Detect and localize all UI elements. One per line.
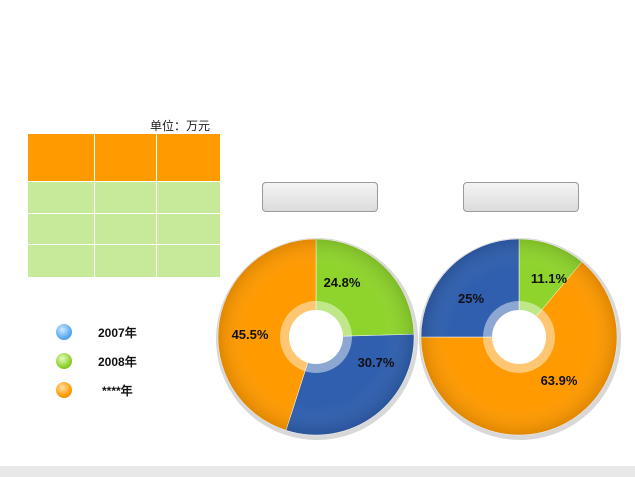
table-header-cell (95, 134, 157, 182)
legend-dot-orange (56, 382, 72, 398)
legend-item-other-year: ****年 (56, 380, 196, 400)
table-cell (95, 214, 157, 245)
pie-chart-right-svg: 11.1% 63.9% 25% (419, 238, 621, 440)
legend-label: 2007年 (98, 326, 137, 340)
pie-chart-right: 11.1% 63.9% 25% (415, 233, 623, 446)
table-cell (95, 245, 157, 278)
pie-data-label: 24.8% (324, 275, 361, 290)
unit-label: 单位：万元 (150, 119, 211, 133)
pie-data-label: 11.1% (531, 271, 568, 286)
pie-hole (289, 310, 343, 364)
chart-title-box-left (262, 182, 378, 212)
table-cell (95, 182, 157, 214)
pie-data-label: 45.5% (232, 327, 269, 342)
footer-bar (0, 466, 635, 477)
table-header-cell (157, 134, 221, 182)
legend-item-2007: 2007年 (56, 322, 196, 342)
pie-chart-left-svg: 24.8% 30.7% 45.5% (216, 238, 418, 440)
pie-chart-left: 24.8% 30.7% 45.5% (212, 233, 420, 446)
table-cell (157, 245, 221, 278)
table-cell (157, 214, 221, 245)
legend-label: ****年 (102, 384, 133, 398)
table-cell (28, 245, 95, 278)
table-cell (28, 182, 95, 214)
legend-item-2008: 2008年 (56, 351, 196, 371)
table-cell (157, 182, 221, 214)
table-header-cell (28, 134, 95, 182)
chart-title-box-right (463, 182, 579, 212)
legend-dot-green (56, 353, 72, 369)
pie-data-label: 25% (458, 291, 484, 306)
table-cell (28, 214, 95, 245)
legend-label: 2008年 (98, 355, 137, 369)
pie-data-label: 63.9% (541, 373, 578, 388)
pie-hole (492, 310, 546, 364)
data-table (28, 134, 221, 278)
pie-data-label: 30.7% (358, 355, 395, 370)
legend-dot-blue (56, 324, 72, 340)
